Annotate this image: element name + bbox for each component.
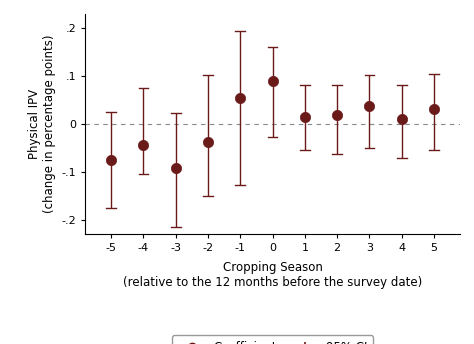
Point bbox=[333, 112, 341, 118]
Point bbox=[365, 104, 373, 109]
Point bbox=[204, 139, 212, 145]
Point bbox=[269, 78, 276, 84]
Point bbox=[107, 157, 115, 162]
Point bbox=[398, 116, 405, 122]
X-axis label: Cropping Season
(relative to the 12 months before the survey date): Cropping Season (relative to the 12 mont… bbox=[123, 261, 422, 289]
Point bbox=[430, 106, 438, 111]
Y-axis label: Physical IPV
(change in percentage points): Physical IPV (change in percentage point… bbox=[28, 35, 56, 213]
Legend: Coefficient, 95% CI: Coefficient, 95% CI bbox=[172, 335, 374, 344]
Point bbox=[237, 95, 244, 100]
Point bbox=[140, 143, 147, 148]
Point bbox=[301, 114, 309, 119]
Point bbox=[172, 165, 180, 171]
